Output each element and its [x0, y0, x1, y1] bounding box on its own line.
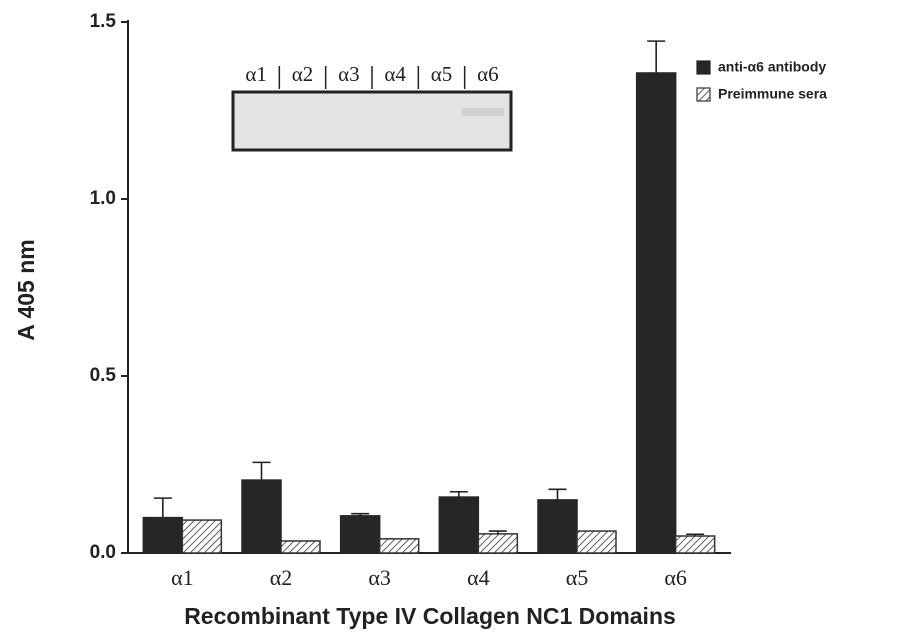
legend-swatch: [696, 87, 711, 102]
bar: [674, 535, 716, 554]
x-tick-label: α5: [566, 565, 589, 590]
error-bar: [252, 461, 271, 481]
error-bar: [686, 533, 705, 537]
x-tick-label: α3: [368, 565, 391, 590]
y-axis-label: A 405 nm: [13, 239, 39, 340]
error-bar: [449, 490, 468, 498]
y-tick-label: 1.5: [90, 11, 117, 32]
error-bar: [351, 512, 370, 516]
error-bar: [548, 488, 567, 500]
bar: [537, 499, 578, 554]
inset-label: α1: [245, 62, 267, 86]
y-tick-label: 0.0: [90, 542, 116, 563]
inset-label: α6: [477, 62, 499, 86]
bar: [241, 479, 282, 554]
error-bar: [647, 40, 666, 73]
bar: [635, 72, 677, 554]
inset-label: α5: [431, 62, 453, 86]
bar: [576, 530, 617, 554]
x-tick-label: α4: [467, 565, 490, 590]
bar: [339, 515, 381, 554]
y-tick-label: 1.0: [90, 188, 116, 209]
x-tick-label: α2: [270, 565, 293, 590]
x-tick-label: α1: [171, 565, 194, 590]
legend-swatch: [696, 60, 711, 75]
x-axis-label: Recombinant Type IV Collagen NC1 Domains: [184, 603, 676, 629]
inset-label: α4: [384, 62, 406, 86]
inset-label: α2: [292, 62, 314, 86]
error-bar: [153, 497, 172, 518]
inset-blot: [231, 90, 513, 152]
bar: [477, 533, 519, 554]
x-tick-label: α6: [664, 565, 687, 590]
bar: [181, 519, 223, 554]
y-tick-label: 0.5: [90, 365, 117, 386]
inset-label: α3: [338, 62, 360, 86]
legend-label: Preimmune sera: [718, 86, 827, 102]
bar: [142, 516, 184, 554]
error-bar: [488, 530, 507, 534]
bar: [378, 538, 420, 554]
bar: [280, 540, 321, 554]
bar: [438, 496, 480, 554]
legend-label: anti-α6 antibody: [718, 59, 826, 75]
